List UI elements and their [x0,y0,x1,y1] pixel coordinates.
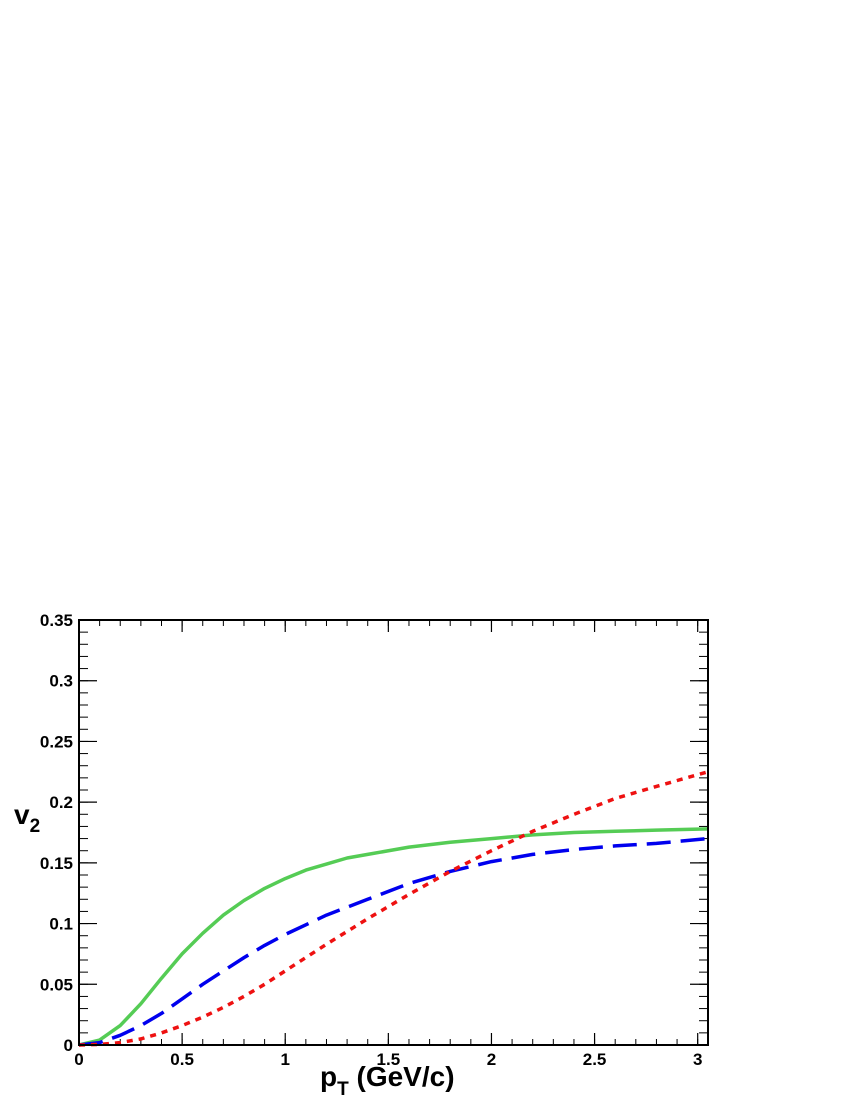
y-axis-title-main: v [14,799,30,830]
x-tick-label: 1.5 [377,1050,401,1069]
y-tick-label: 0.05 [40,975,73,994]
x-axis-title-unit: (GeV/c) [349,1061,455,1092]
y-tick-label: 0.3 [49,672,73,691]
x-tick-label: 2 [487,1050,496,1069]
y-tick-label: 0.2 [49,793,73,812]
tick-labels: 0 0.5 1 1.5 2 2.5 3 0 0.05 0.1 0.15 0.2 0.25 0.3 0.35 [40,611,703,1069]
series-line-solid [78,827,709,1047]
y-axis-title: v2 [14,799,40,837]
y-axis-title-sub: 2 [30,816,41,837]
y-tick-label: 0.25 [40,732,73,751]
series-line-dashed [78,836,709,1047]
y-tick-label: 0.1 [49,915,73,934]
axis-ticks [78,619,708,1046]
x-tick-label: 0 [74,1050,83,1069]
x-tick-label: 1 [280,1050,289,1069]
x-axis-title-main: p [320,1061,337,1092]
x-axis-title: pT (GeV/c) [320,1061,455,1100]
y-tick-label: 0 [64,1036,73,1055]
x-tick-label: 3 [693,1050,702,1069]
plot-frame [78,619,709,1046]
x-axis-title-sub: T [337,1079,349,1100]
x-tick-label: 2.5 [583,1050,607,1069]
y-tick-label: 0.35 [40,611,73,630]
y-tick-label: 0.15 [40,854,73,873]
x-tick-label: 0.5 [170,1050,194,1069]
series-layer [78,770,709,1047]
